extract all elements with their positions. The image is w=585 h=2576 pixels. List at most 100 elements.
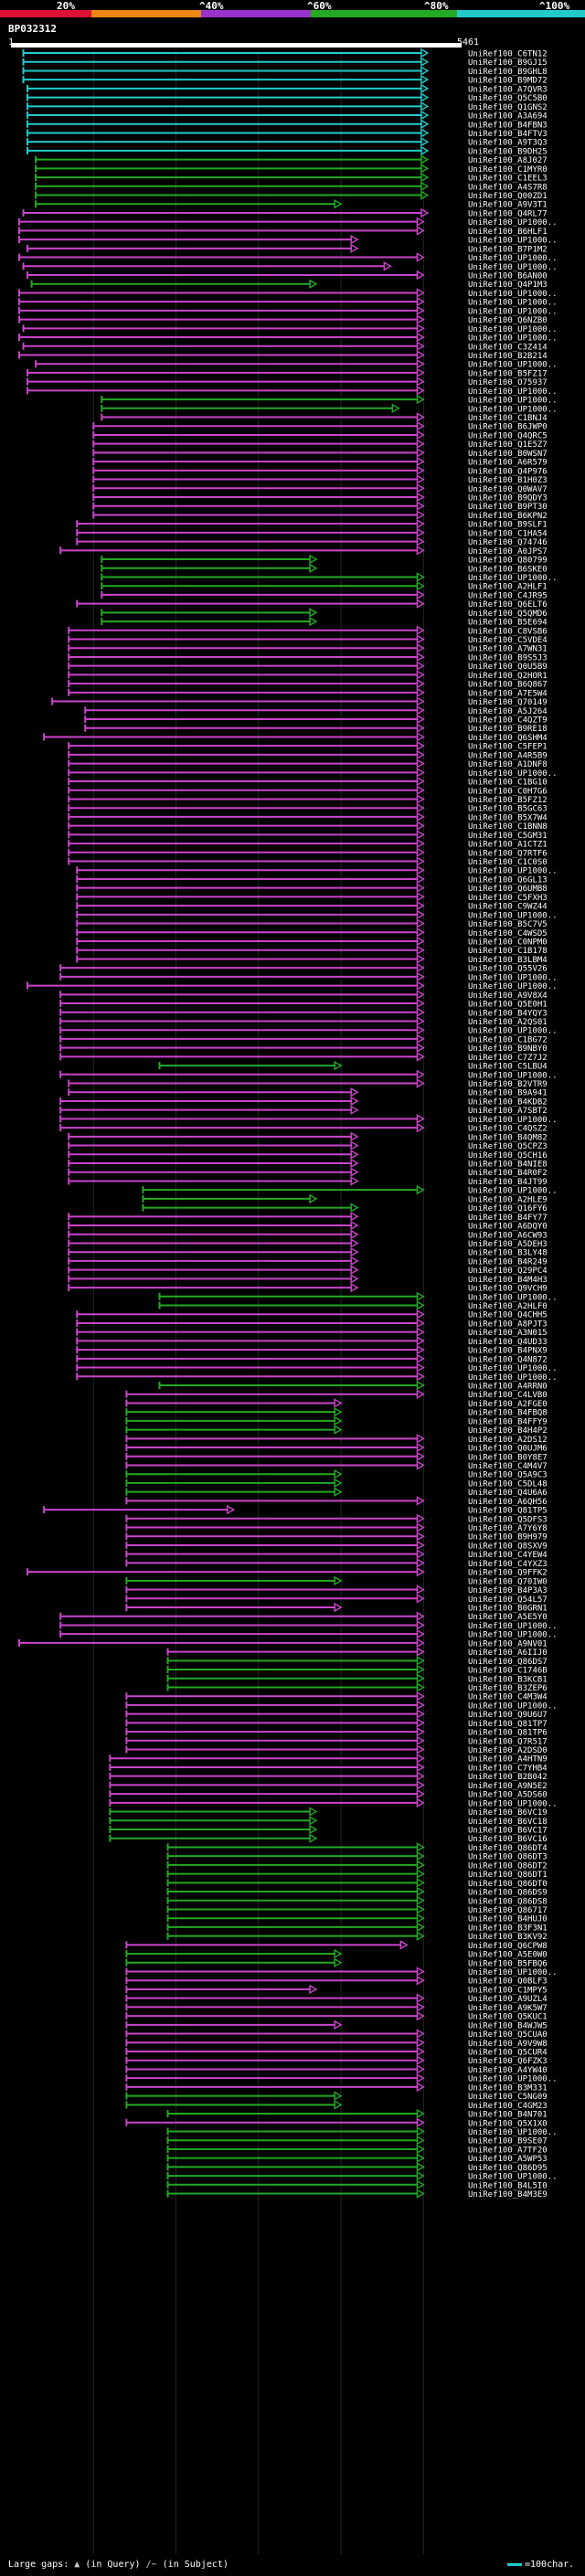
hit-label[interactable]: UniRef100_C1BG72 [468,1035,548,1044]
hit-row[interactable]: UniRef100_A6DQY0 [68,1220,548,1232]
hit-row[interactable]: UniRef100_Q7R517 [125,1735,548,1747]
hit-label[interactable]: UniRef100_C5NG09 [468,2093,548,2102]
hit-label[interactable]: UniRef100_UP1000.. [468,290,558,299]
hit-row[interactable]: UniRef100_Q9U6U7 [125,1709,548,1721]
hit-row[interactable]: UniRef100_A7Y6Y8 [125,1522,548,1534]
hit-label[interactable]: UniRef100_B4HUJ0 [468,1915,548,1924]
hit-label[interactable]: UniRef100_B9GJ15 [468,58,548,68]
hit-row[interactable]: UniRef100_B4NIE8 [68,1158,548,1170]
hit-label[interactable]: UniRef100_Q9VCH9 [468,1285,548,1294]
hit-row[interactable]: UniRef100_B3ZEP6 [166,1682,548,1693]
hit-label[interactable]: UniRef100_A5WP53 [468,2155,548,2164]
hit-row[interactable]: UniRef100_A7TF20 [166,2144,548,2156]
hit-label[interactable]: UniRef100_UP1000.. [468,1116,558,1125]
hit-label[interactable]: UniRef100_Q81TP7 [468,1720,548,1729]
hit-label[interactable]: UniRef100_C1BG10 [468,779,548,788]
hit-label[interactable]: UniRef100_B6VC16 [468,1835,548,1844]
hit-label[interactable]: UniRef100_A5E0W0 [468,1951,548,1960]
hit-row[interactable]: UniRef100_Q86DT3 [166,1850,548,1862]
hit-label[interactable]: UniRef100_A4R5B9 [468,751,548,760]
hit-row[interactable]: UniRef100_B4L5I0 [166,2179,548,2191]
hit-label[interactable]: UniRef100_UP1000.. [468,237,558,246]
hit-row[interactable]: UniRef100_Q0BLF3 [125,1976,548,1987]
hit-label[interactable]: UniRef100_UP1000.. [468,1364,558,1373]
hit-row[interactable]: UniRef100_A9K5W7 [125,2002,548,2013]
hit-label[interactable]: UniRef100_B3ZEP6 [468,1684,548,1693]
hit-label[interactable]: UniRef100_Q4N872 [468,1355,548,1364]
hit-row[interactable]: UniRef100_A9UZL4 [125,1993,548,2005]
hit-label[interactable]: UniRef100_B3M331 [468,2083,548,2093]
hit-row[interactable]: UniRef100_A7QVR3 [27,83,548,95]
hit-label[interactable]: UniRef100_UP1000.. [468,973,558,982]
hit-label[interactable]: UniRef100_Q5CPZ3 [468,1142,548,1151]
hit-label[interactable]: UniRef100_Q5CUR4 [468,2049,548,2058]
hit-label[interactable]: UniRef100_UP1000.. [468,867,558,876]
hit-label[interactable]: UniRef100_Q0WAV7 [468,485,548,494]
hit-row[interactable]: UniRef100_B4FFY9 [125,1415,548,1427]
hit-row[interactable]: UniRef100_A5E0W0 [125,1948,548,1960]
hit-label[interactable]: UniRef100_B5FZ12 [468,796,548,805]
hit-row[interactable]: UniRef100_Q16FY6 [142,1203,548,1214]
hit-label[interactable]: UniRef100_Q70IW0 [468,1577,548,1586]
hit-label[interactable]: UniRef100_B4PNX9 [468,1347,548,1356]
hit-label[interactable]: UniRef100_O75937 [468,378,548,387]
hit-row[interactable]: UniRef100_Q7RTF6 [68,847,548,859]
hit-row[interactable]: UniRef100_UP1000.. [76,1362,558,1374]
hit-label[interactable]: UniRef100_Q86DS9 [468,1889,548,1898]
hit-row[interactable]: UniRef100_UP1000.. [76,1372,558,1383]
hit-label[interactable]: UniRef100_A6QH56 [468,1498,548,1507]
hit-row[interactable]: UniRef100_Q5X1X0 [125,2117,548,2129]
hit-row[interactable]: UniRef100_C7YHB4 [109,1762,548,1774]
hit-row[interactable]: UniRef100_B4R249 [68,1256,548,1267]
hit-label[interactable]: UniRef100_UP1000.. [468,405,558,414]
hit-label[interactable]: UniRef100_B4M4H3 [468,1276,548,1285]
hit-row[interactable]: UniRef100_B0GRN1 [125,1602,548,1614]
hit-label[interactable]: UniRef100_Q0U5B9 [468,663,548,672]
hit-row[interactable]: UniRef100_C4YEW4 [125,1549,548,1561]
hit-label[interactable]: UniRef100_A8J027 [468,156,548,165]
hit-row[interactable]: UniRef100_C9WZ44 [76,900,548,912]
hit-label[interactable]: UniRef100_A2HLF1 [468,583,548,592]
hit-label[interactable]: UniRef100_Q86DT3 [468,1853,548,1862]
hit-label[interactable]: UniRef100_A1DNF8 [468,760,548,769]
hit-row[interactable]: UniRef100_UP1000.. [101,394,558,406]
hit-label[interactable]: UniRef100_B7P1M2 [468,245,548,254]
hit-label[interactable]: UniRef100_Q86DT2 [468,1861,548,1871]
hit-label[interactable]: UniRef100_Q5CUA0 [468,2030,548,2040]
hit-row[interactable]: UniRef100_A5WP53 [166,2153,548,2165]
hit-row[interactable]: UniRef100_Q74746 [76,536,548,548]
hit-label[interactable]: UniRef100_C1HA54 [468,529,548,538]
hit-row[interactable]: UniRef100_B3LBM4 [76,954,548,965]
hit-row[interactable]: UniRef100_B0Y8E7 [125,1451,548,1463]
hit-label[interactable]: UniRef100_A2QS01 [468,1018,548,1027]
hit-row[interactable]: UniRef100_B9SE07 [166,2135,548,2147]
hit-row[interactable]: UniRef100_C5LBU4 [158,1060,548,1072]
hit-row[interactable]: UniRef100_UP1000.. [18,305,558,317]
hit-row[interactable]: UniRef100_B1H0Z3 [92,474,548,486]
hit-label[interactable]: UniRef100_C6TN12 [468,50,548,59]
hit-label[interactable]: UniRef100_B9A941 [468,1089,548,1098]
hit-label[interactable]: UniRef100_B4H4P2 [468,1426,548,1436]
hit-label[interactable]: UniRef100_Q5C5B0 [468,94,548,103]
hit-row[interactable]: UniRef100_A6QH56 [125,1496,548,1507]
hit-row[interactable]: UniRef100_A4YW40 [125,2064,548,2075]
hit-row[interactable]: UniRef100_B3M331 [125,2082,548,2094]
hit-label[interactable]: UniRef100_Q1GNS2 [468,103,548,112]
hit-label[interactable]: UniRef100_A6IIJ0 [468,1648,548,1658]
hit-label[interactable]: UniRef100_Q81TP6 [468,1729,548,1738]
hit-row[interactable]: UniRef100_A1DNF8 [68,758,548,770]
hit-label[interactable]: UniRef100_A2HLF0 [468,1302,548,1311]
hit-row[interactable]: UniRef100_UP1000.. [125,1966,558,1978]
hit-label[interactable]: UniRef100_B4JT99 [468,1178,548,1187]
hit-label[interactable]: UniRef100_A4RRN0 [468,1383,548,1392]
hit-label[interactable]: UniRef100_C3Z414 [468,343,548,352]
hit-row[interactable]: UniRef100_C4M3W4 [125,1691,548,1702]
hit-label[interactable]: UniRef100_Q6UMB8 [468,885,548,894]
hit-row[interactable]: UniRef100_A2HLF1 [101,580,548,592]
hit-row[interactable]: UniRef100_C4GM23 [125,2100,548,2111]
hit-label[interactable]: UniRef100_Q6NZB0 [468,316,548,325]
hit-label[interactable]: UniRef100_A7Y6Y8 [468,1524,548,1533]
hit-label[interactable]: UniRef100_Q55V26 [468,965,548,974]
hit-row[interactable]: UniRef100_Q86D95 [166,2162,548,2173]
hit-label[interactable]: UniRef100_B2B042 [468,1773,548,1782]
